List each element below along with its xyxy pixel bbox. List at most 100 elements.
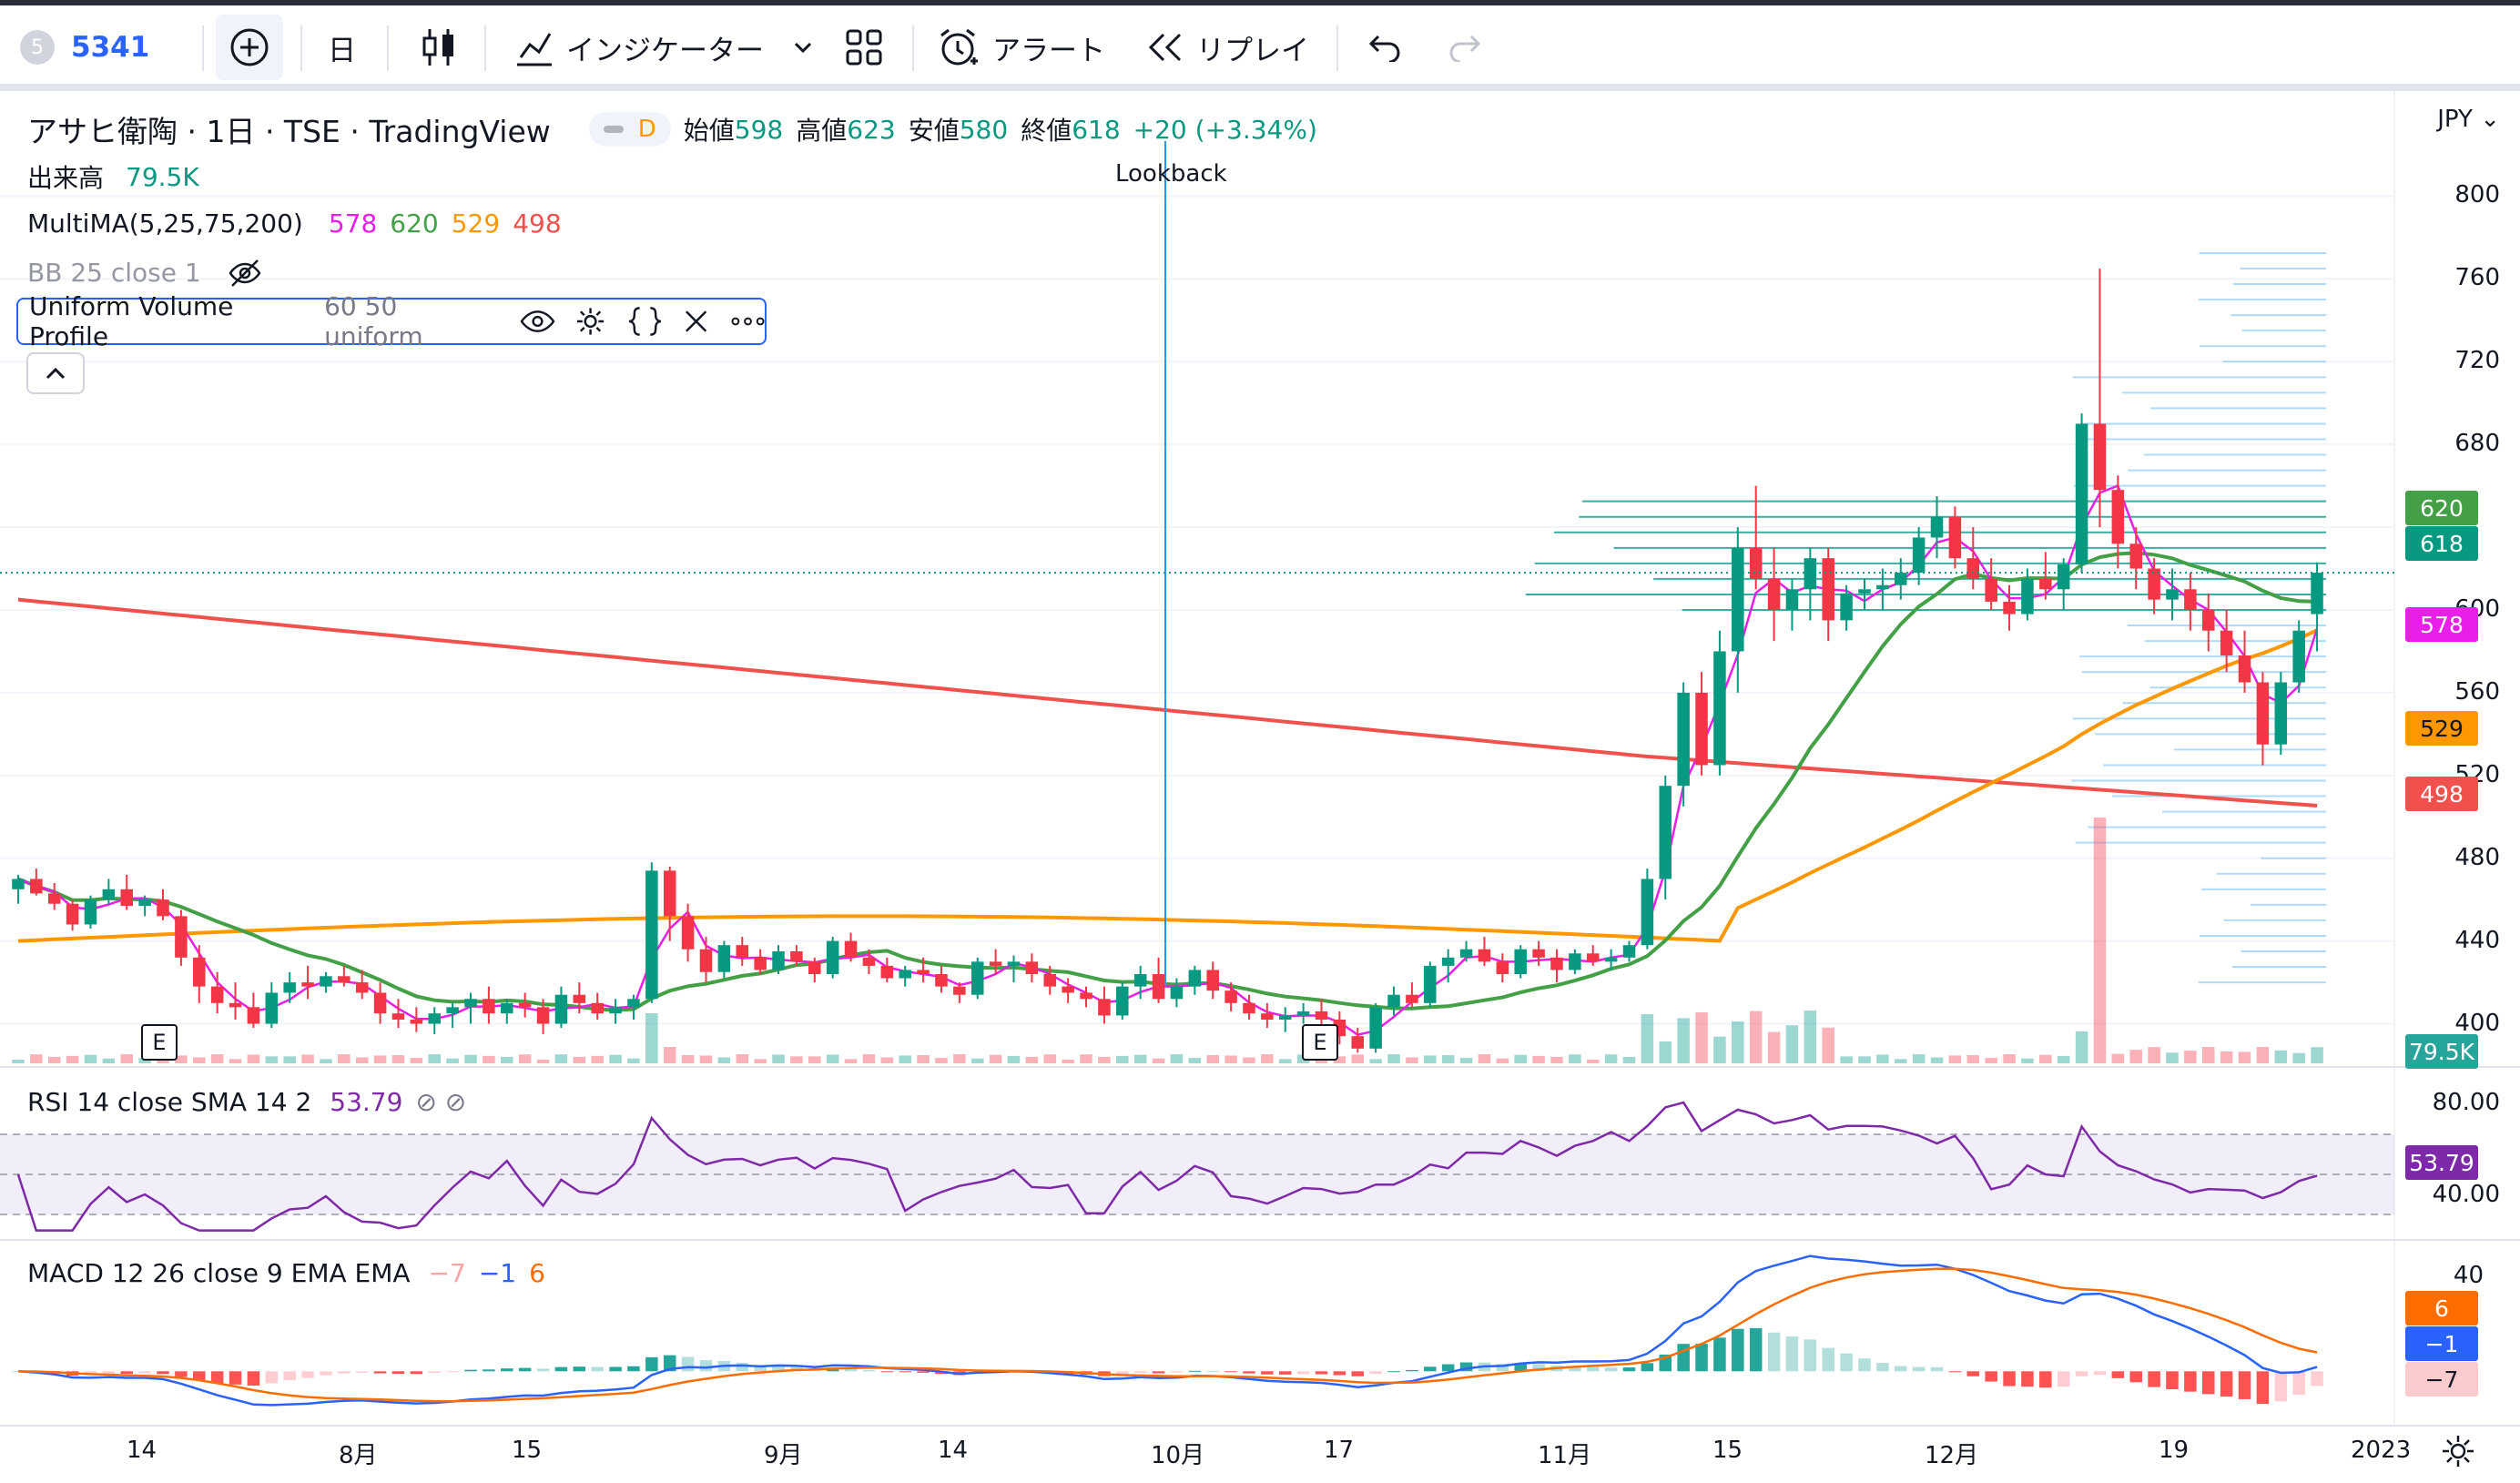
interval-button[interactable]: 日: [328, 11, 356, 84]
collapse-legend-button[interactable]: [26, 352, 85, 394]
earnings-badge[interactable]: E: [1302, 1024, 1338, 1061]
main-legend: アサヒ衛陶 · 1日 · TSE · TradingView D 始値 598 高…: [27, 107, 1330, 151]
indicators-button[interactable]: インジケーター: [513, 11, 764, 84]
volume-bar: [120, 1054, 133, 1063]
time-axis-label: 15: [512, 1437, 543, 1464]
macd-hist-bar: [501, 1368, 513, 1372]
macd-hist-bar: [1387, 1371, 1400, 1373]
candle-body: [518, 1002, 532, 1008]
macd-axis-top: 40: [2453, 1262, 2484, 1289]
time-axis-label: 12月: [1925, 1442, 1979, 1469]
volume-bar: [717, 1057, 731, 1063]
volume-bar: [844, 1059, 858, 1063]
chart-canvas[interactable]: [0, 91, 2520, 1483]
candle-body: [2148, 568, 2160, 600]
bb-legend[interactable]: BB 25 close 1: [27, 258, 261, 288]
candle-body: [754, 957, 767, 970]
candle-body: [717, 945, 731, 972]
volume-bar: [591, 1055, 604, 1063]
ma75-line: [17, 628, 2318, 943]
high-label: 高値: [796, 116, 848, 146]
settings-button[interactable]: [2440, 1433, 2476, 1473]
compare-add-button[interactable]: [216, 11, 283, 84]
volume-bar: [754, 1059, 767, 1063]
volume-bar: [1604, 1054, 1618, 1063]
candle-body: [1713, 651, 1726, 766]
candle-body: [2075, 423, 2088, 564]
layouts-button[interactable]: [845, 11, 883, 84]
currency-selector[interactable]: JPY ⌄: [2437, 106, 2500, 133]
braces-icon[interactable]: [627, 306, 663, 337]
candle-body: [1062, 986, 1074, 993]
macd-hist-bar: [1858, 1358, 1871, 1372]
volume-bar: [501, 1056, 513, 1063]
rsi-axis-top: 80.00: [2432, 1089, 2500, 1116]
time-axis-label: 9月: [764, 1442, 803, 1469]
more-icon[interactable]: [731, 317, 765, 326]
chart-type-button[interactable]: [421, 11, 457, 84]
eye-off-icon[interactable]: [229, 259, 261, 288]
macd-hist-bar: [1351, 1371, 1365, 1376]
candle-body: [1188, 970, 1202, 987]
uvp-legend[interactable]: Uniform Volume Profile 60 50 uniform: [16, 291, 767, 351]
candle-body: [283, 982, 296, 993]
alert-button[interactable]: アラート: [938, 11, 1105, 84]
eye-icon[interactable]: [520, 308, 555, 335]
gear-icon: [2443, 1436, 2474, 1467]
macd-hist-bar: [2021, 1371, 2034, 1387]
close-icon[interactable]: [683, 308, 709, 335]
price-axis-label: 800: [2454, 181, 2500, 209]
candle-body: [2238, 655, 2251, 683]
rsi-legend[interactable]: RSI 14 close SMA 14 2 53.79 ⊘ ⊘: [27, 1087, 479, 1117]
symbol-search[interactable]: 5 5341: [20, 11, 149, 84]
redo-button[interactable]: [1446, 11, 1482, 84]
candle-body: [1514, 949, 1527, 974]
macd-pill: −1: [2405, 1326, 2478, 1361]
macd-hist-bar: [681, 1356, 695, 1372]
candle-body: [47, 893, 61, 904]
macd-hist-bar: [1206, 1371, 1219, 1373]
volume-legend[interactable]: 出来高 79.5K: [27, 158, 212, 195]
ma-legend[interactable]: MultiMA(5,25,75,200) 578 620 529 498: [27, 208, 574, 239]
volume-bar: [645, 1013, 658, 1063]
undo-button[interactable]: [1367, 11, 1404, 84]
macd-hist-bar: [1732, 1328, 1744, 1372]
candle-body: [645, 870, 658, 1000]
candle-body: [2292, 630, 2305, 683]
gear-icon[interactable]: [575, 306, 605, 337]
candle-body: [826, 940, 839, 974]
time-axis-label: 8月: [339, 1442, 378, 1469]
macd-hist-bar: [283, 1371, 296, 1381]
volume-bar: [1025, 1056, 1039, 1063]
macd-legend[interactable]: MACD 12 26 close 9 EMA EMA −7 −1 6: [27, 1258, 558, 1288]
candle-body: [391, 1013, 405, 1020]
volume-bar: [2166, 1052, 2179, 1063]
candle-body: [1586, 953, 1600, 962]
volume-bar: [1985, 1058, 1997, 1063]
rsi-axis-bottom: 40.00: [2432, 1181, 2500, 1208]
macd-hist-bar: [1152, 1371, 1165, 1374]
volume-bar: [953, 1054, 966, 1063]
plus-circle-icon: [230, 28, 269, 66]
macd-hist-bar: [844, 1368, 858, 1372]
toolbar-divider: [912, 25, 914, 71]
macd-hist-bar: [102, 1371, 116, 1374]
rsi-na-icon: ⊘ ⊘: [415, 1087, 467, 1117]
macd-hist-bar: [554, 1366, 568, 1372]
earnings-badge[interactable]: E: [141, 1024, 178, 1061]
macd-hist-bar: [391, 1371, 405, 1375]
volume-bar: [320, 1059, 332, 1063]
volume-bar: [2057, 1055, 2070, 1063]
candle-body: [265, 992, 279, 1024]
macd-hist-bar: [1441, 1364, 1455, 1372]
indicators-dropdown[interactable]: [792, 11, 814, 84]
macd-hist-bar: [1170, 1371, 1184, 1373]
volume-bar: [193, 1057, 206, 1063]
volume-bar: [1261, 1054, 1274, 1063]
volume-bar: [283, 1056, 296, 1063]
volume-bar: [609, 1054, 622, 1063]
replay-button[interactable]: リプレイ: [1147, 11, 1309, 84]
macd-hist-bar: [627, 1366, 640, 1372]
candle-body: [935, 974, 948, 987]
interval-badge[interactable]: D: [588, 112, 671, 147]
